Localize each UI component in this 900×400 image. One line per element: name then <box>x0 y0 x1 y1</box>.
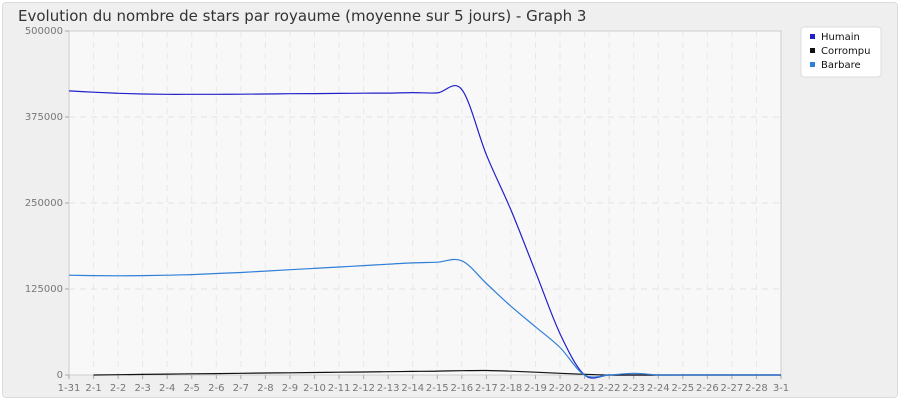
x-tick-label: 2-21 <box>573 383 596 394</box>
series-line-barbare <box>68 258 781 378</box>
y-tick-label: 375000 <box>25 112 63 123</box>
x-tick-label: 2-17 <box>475 383 498 394</box>
x-tick-label: 2-10 <box>303 383 326 394</box>
chart-title: Evolution du nombre de stars par royaume… <box>18 7 586 25</box>
legend-label-corrompu: Corrompu <box>821 46 870 57</box>
x-axis-ticks: 1-31 2-1 2-2 2-3 2-4 2-5 2-6 2-7 2-8 2-9 2-10 2-11 2… <box>58 375 789 394</box>
x-tick-label: 2-2 <box>110 383 126 394</box>
x-tick-label: 2-12 <box>352 383 375 394</box>
legend-label-humain: Humain <box>821 32 860 43</box>
x-tick-label: 2-3 <box>134 383 150 394</box>
x-tick-label: 2-19 <box>524 383 547 394</box>
x-tick-label: 2-16 <box>450 383 473 394</box>
legend-label-barbare: Barbare <box>821 60 861 71</box>
y-axis-ticks: 0 125000 250000 375000 500000 <box>25 26 69 381</box>
y-tick-label: 500000 <box>25 26 63 37</box>
x-tick-label: 2-15 <box>426 383 449 394</box>
y-tick-label: 125000 <box>25 284 63 295</box>
legend-box <box>800 26 882 78</box>
x-tick-label: 2-14 <box>401 383 424 394</box>
x-tick-label: 2-18 <box>500 383 523 394</box>
series-layer <box>68 85 781 379</box>
x-tick-label: 2-7 <box>233 383 249 394</box>
x-tick-label: 2-28 <box>745 383 768 394</box>
x-tick-label: 3-1 <box>773 383 789 394</box>
x-tick-label: 2-20 <box>549 383 572 394</box>
x-tick-label: 2-13 <box>377 383 400 394</box>
x-tick-label: 2-6 <box>208 383 224 394</box>
legend-swatch-barbare <box>810 62 815 67</box>
x-tick-label: 2-24 <box>647 383 670 394</box>
legend-swatch-humain <box>810 34 815 39</box>
x-tick-label: 2-25 <box>671 383 694 394</box>
y-tick-label: 0 <box>57 370 63 381</box>
x-tick-label: 2-1 <box>85 383 101 394</box>
x-tick-label: 2-8 <box>257 383 273 394</box>
legend-swatch-corrompu <box>810 48 815 53</box>
x-tick-label: 2-5 <box>184 383 200 394</box>
legend: Humain Corrompu Barbare <box>800 26 882 78</box>
x-tick-label: 2-4 <box>159 383 175 394</box>
x-tick-label: 2-27 <box>721 383 744 394</box>
y-tick-label: 250000 <box>25 198 63 209</box>
x-tick-label: 2-9 <box>282 383 298 394</box>
x-tick-label: 1-31 <box>58 383 81 394</box>
x-tick-label: 2-26 <box>696 383 719 394</box>
x-tick-label: 2-23 <box>622 383 645 394</box>
x-tick-label: 2-11 <box>328 383 351 394</box>
x-tick-label: 2-22 <box>598 383 621 394</box>
grid <box>69 31 781 375</box>
